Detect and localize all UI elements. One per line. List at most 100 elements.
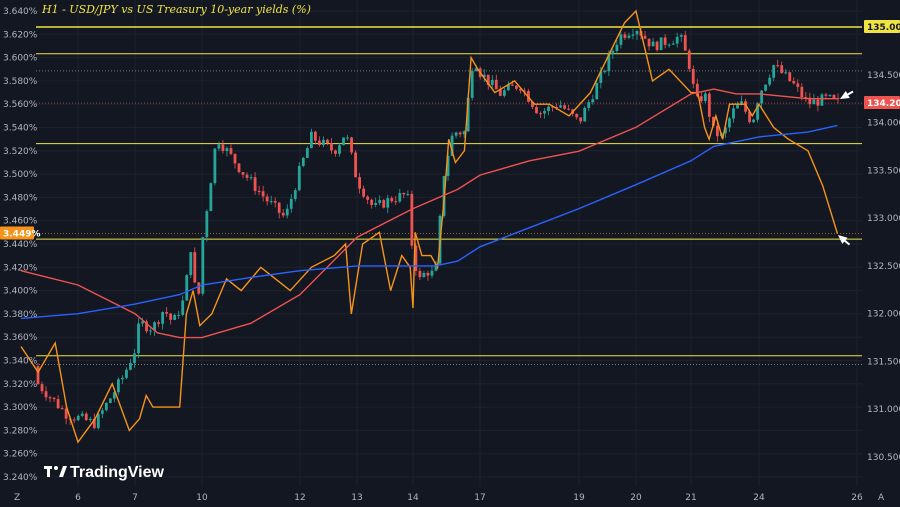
x-axis-tick: 21 [685,493,696,503]
price-tags: 3.449% 135.000 134.204 [0,20,900,240]
left-axis-tick: 3.280% [3,426,38,436]
candle-body [691,68,695,84]
candle-body [56,399,60,409]
candle-body [756,103,759,120]
x-axis-tick: 12 [294,493,305,503]
auto-scale-button[interactable]: A [878,493,885,503]
right-axis-tick: 131.500 [867,357,900,367]
candle-body [402,193,406,195]
candle-body [699,96,703,102]
candle-body [108,398,112,403]
candle-body [808,97,812,105]
x-axis-tick: 24 [753,493,765,503]
candle-body [619,34,623,45]
x-axis-tick: 17 [474,493,485,503]
candle-body [92,418,96,429]
candle-body [181,300,185,315]
candle-body [687,50,691,69]
timezone-button[interactable]: Z [14,493,20,503]
candle-body [563,105,567,109]
candle-body [796,83,800,87]
candle-body [52,397,56,400]
left-axis-tick: 3.320% [3,380,38,390]
candle-body [703,93,707,102]
lines-layer [20,9,839,444]
candle-body [394,201,398,203]
left-axis-tick: 3.560% [3,100,38,110]
candle-body [780,65,784,74]
candle-body [289,198,293,209]
candle-body [313,131,317,141]
candle-body [531,101,534,108]
candle-body [462,131,466,135]
candle-body [76,415,80,421]
left-axis-tick: 3.640% [3,7,38,17]
left-axis-tick: 3.380% [3,310,38,320]
candle-body [510,84,514,86]
candle-body [414,245,418,271]
candle-body [486,74,490,85]
x-axis-tick: 26 [851,493,863,503]
candle-body [129,362,132,370]
x-axis-tick: 13 [351,493,362,503]
candle-body [715,125,719,137]
candle-body [398,193,402,202]
candle-body [261,191,265,197]
candle-body [112,392,116,399]
candle-body [760,90,764,104]
tradingview-logo-icon [44,466,67,477]
candle-body [197,282,201,294]
candle-body [764,84,768,91]
arrow-to-yield [838,235,851,246]
candle-body [362,188,366,197]
right-axis-tick: 132.500 [867,262,900,272]
candle-body [816,99,820,106]
x-axis-tick: 20 [630,493,642,503]
candle-body [84,413,88,421]
candle-body [165,311,169,314]
candle-body [64,408,68,419]
candle-body [559,105,563,108]
candle-body [434,263,438,271]
candle-body [792,81,796,84]
candle-body [812,99,816,105]
candle-body [555,107,558,109]
candle-body [406,193,410,195]
arrow-shaft [844,90,854,97]
candle-body [752,119,755,123]
right-axis-tick: 132.000 [867,310,900,320]
left-axis-tick: 3.580% [3,77,38,87]
candle-body [382,200,386,208]
tradingview-wordmark: TradingView [70,464,165,481]
candle-body [567,108,571,110]
candle-body [225,148,229,152]
candle-body [426,272,430,276]
left-axis-tick: 3.240% [3,473,38,483]
candle-body [547,106,550,111]
chart-title: H1 - USD/JPY vs US Treasury 10-year yiel… [41,3,311,16]
candle-body [137,323,140,354]
candle-body [683,35,687,51]
candle-body [768,77,772,85]
candle-body [104,402,108,411]
candle-body [679,35,683,37]
candle-body [141,321,144,324]
candle-body [245,174,249,178]
candle-body [305,148,309,158]
right-axis-tick: 134.000 [867,119,900,129]
candle-body [173,315,177,320]
left-axis-tick: 3.500% [3,170,38,180]
candle-body [318,140,321,145]
left-axis-tick: 3.260% [3,450,38,460]
candle-body [474,68,478,72]
candle-body [603,71,607,73]
series-line-ma-slow [20,124,838,320]
candle-body [374,203,378,206]
candle-body [350,137,353,153]
candle-body [800,86,804,98]
candle-body [607,54,611,72]
left-axis-tick: 3.620% [3,30,38,40]
x-axis-tick: 6 [75,493,81,503]
left-axis-tick: 3.520% [3,147,38,157]
candle-body [149,330,152,332]
